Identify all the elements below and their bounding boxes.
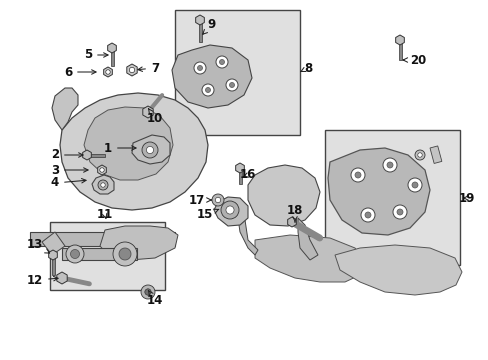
Circle shape [100, 168, 104, 172]
Polygon shape [92, 175, 114, 194]
Bar [62, 248, 137, 260]
Polygon shape [132, 135, 170, 164]
Circle shape [414, 150, 424, 160]
Text: 7: 7 [138, 62, 159, 75]
Bar [325, 130, 459, 265]
Text: 2: 2 [51, 148, 83, 162]
Bar [51, 255, 54, 275]
Text: 13: 13 [27, 238, 49, 253]
Bar [110, 48, 113, 66]
Circle shape [411, 182, 417, 188]
Text: 3: 3 [51, 163, 88, 176]
Circle shape [66, 245, 84, 263]
Circle shape [417, 153, 421, 157]
Text: 11: 11 [97, 208, 113, 221]
Polygon shape [42, 232, 65, 255]
Circle shape [71, 250, 79, 258]
Circle shape [145, 289, 151, 295]
Polygon shape [195, 15, 204, 25]
Circle shape [350, 168, 364, 182]
Circle shape [105, 70, 110, 74]
Circle shape [197, 66, 202, 71]
Circle shape [141, 285, 155, 299]
Text: 14: 14 [146, 291, 163, 306]
Polygon shape [214, 197, 247, 226]
Circle shape [142, 142, 158, 158]
Polygon shape [172, 45, 251, 108]
Polygon shape [142, 106, 153, 118]
Bar [50, 222, 164, 290]
Polygon shape [100, 226, 178, 260]
Text: 9: 9 [203, 18, 216, 34]
Circle shape [119, 248, 131, 260]
Circle shape [354, 172, 360, 178]
Text: 8: 8 [300, 62, 311, 75]
Polygon shape [107, 43, 116, 53]
Bar [87, 153, 105, 157]
Circle shape [202, 84, 214, 96]
Circle shape [392, 205, 406, 219]
Circle shape [225, 79, 238, 91]
Text: 17: 17 [188, 194, 211, 207]
Text: 16: 16 [239, 168, 256, 181]
Bar [175, 10, 299, 135]
Text: 4: 4 [51, 176, 86, 189]
Circle shape [386, 162, 392, 168]
Bar [429, 146, 441, 163]
Polygon shape [98, 165, 106, 175]
Circle shape [225, 206, 234, 214]
Circle shape [382, 158, 396, 172]
Text: 18: 18 [286, 203, 303, 222]
Circle shape [216, 56, 227, 68]
Polygon shape [395, 35, 404, 45]
Text: 20: 20 [402, 54, 425, 67]
Circle shape [215, 197, 220, 203]
Bar [198, 20, 201, 42]
Polygon shape [247, 165, 319, 226]
Polygon shape [287, 217, 296, 227]
Circle shape [219, 59, 224, 64]
Polygon shape [52, 88, 78, 130]
Polygon shape [334, 245, 461, 295]
Polygon shape [60, 93, 207, 210]
Text: 6: 6 [64, 66, 96, 78]
Bar [30, 232, 175, 246]
Polygon shape [84, 107, 173, 180]
Circle shape [144, 289, 151, 295]
Text: 10: 10 [146, 109, 163, 125]
Circle shape [129, 67, 134, 73]
Polygon shape [126, 64, 137, 76]
Polygon shape [49, 250, 57, 260]
Circle shape [194, 62, 205, 74]
Polygon shape [297, 218, 317, 260]
Circle shape [360, 208, 374, 222]
Circle shape [120, 249, 130, 260]
Polygon shape [103, 67, 112, 77]
Text: 5: 5 [84, 49, 108, 62]
Polygon shape [238, 218, 258, 255]
Circle shape [101, 183, 105, 187]
Circle shape [146, 147, 153, 154]
Circle shape [205, 87, 210, 93]
Bar [238, 168, 241, 184]
Circle shape [221, 201, 239, 219]
Circle shape [407, 178, 421, 192]
Text: 1: 1 [104, 141, 136, 154]
Circle shape [113, 242, 137, 266]
Polygon shape [327, 148, 429, 235]
Polygon shape [57, 272, 67, 284]
Polygon shape [254, 235, 364, 282]
Text: 15: 15 [196, 208, 218, 221]
Circle shape [98, 180, 108, 190]
Polygon shape [235, 163, 244, 173]
Text: 12: 12 [27, 274, 58, 287]
Circle shape [364, 212, 370, 218]
Circle shape [212, 194, 224, 206]
Circle shape [229, 82, 234, 87]
Circle shape [396, 209, 402, 215]
Circle shape [70, 249, 80, 258]
Bar [398, 40, 401, 60]
Polygon shape [82, 150, 91, 160]
Text: 19: 19 [458, 192, 474, 204]
